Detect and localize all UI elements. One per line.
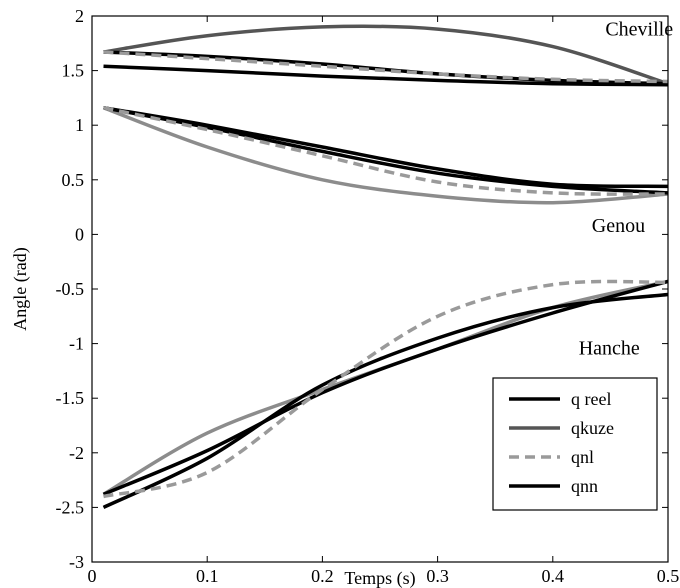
series-line-q-reel: [103, 64, 669, 87]
x-tick-label: 0.3: [426, 566, 449, 586]
y-axis-label: Angle (rad): [10, 247, 31, 330]
legend: q reel qkuze qnl qnn: [492, 377, 658, 511]
y-tick-label: -2: [69, 443, 84, 463]
y-tick-label: -0.5: [56, 279, 85, 299]
y-tick-label: 2: [75, 6, 84, 26]
series-line-qnl: [103, 105, 669, 196]
x-axis-label: Temps (s): [344, 568, 415, 588]
series-line-qnn: [103, 105, 669, 189]
y-tick-label: -3: [69, 552, 84, 572]
y-tick-label: 0.5: [62, 170, 85, 190]
legend-label: q reel: [571, 389, 611, 409]
x-tick-label: 0: [88, 566, 97, 586]
legend-label: qkuze: [571, 418, 614, 438]
x-tick-label: 0.5: [657, 566, 680, 586]
axis-ticks: 0 0.1 0.2 0.3 0.4 0.5 2 1.5 1 0.5 0 -0.5 -1 -1.5 -2 -2.…: [56, 6, 680, 586]
annotation-label: Genou: [592, 215, 645, 237]
series-line-qkuze: [103, 24, 669, 86]
y-tick-label: 1.5: [62, 61, 85, 81]
y-tick-label: 1: [75, 115, 84, 135]
plot-lines: [102, 24, 669, 509]
legend-label: qnn: [571, 476, 598, 496]
series-line-qnl: [103, 50, 669, 84]
series-line-q-reel: [102, 292, 669, 509]
x-tick-label: 0.2: [311, 566, 334, 586]
legend-label: qnl: [571, 447, 594, 467]
series-line-qnn: [102, 279, 669, 496]
y-tick-label: 0: [75, 224, 84, 244]
y-tick-label: -1: [69, 334, 84, 354]
y-tick-label: -2.5: [56, 497, 85, 517]
annotation-label: Cheville: [605, 19, 673, 41]
annotation-label: Hanche: [579, 338, 640, 360]
series-line-unlabeled: [102, 106, 669, 205]
annotations: Cheville Genou Hanche: [579, 19, 673, 360]
series-line-q-reel: [103, 105, 669, 195]
y-tick-label: -1.5: [56, 388, 85, 408]
x-tick-label: 0.4: [542, 566, 565, 586]
x-tick-label: 0.1: [196, 566, 219, 586]
series-line-qnl: [103, 279, 669, 499]
